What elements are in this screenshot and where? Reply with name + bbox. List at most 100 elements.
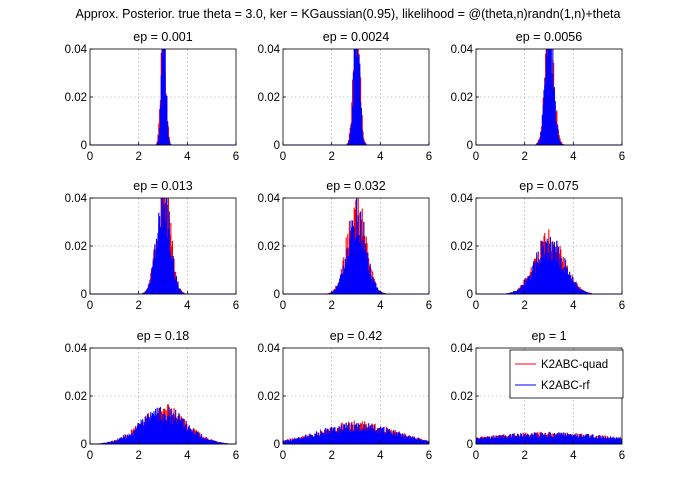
bar-rf [508, 434, 511, 444]
bar-rf [360, 108, 362, 145]
bar-rf [383, 426, 385, 444]
bar-rf [360, 246, 362, 294]
bar-rf [354, 431, 356, 444]
bar-rf [191, 431, 194, 444]
bar-rf [595, 436, 597, 444]
bar-rf [110, 440, 112, 444]
bar-rf [355, 424, 357, 444]
bar-rf [499, 435, 501, 444]
bar-rf [162, 413, 164, 444]
bar-rf [368, 274, 371, 294]
bar-rf [171, 415, 173, 444]
bar-rf [322, 434, 324, 444]
y-tick-label: 0.02 [65, 92, 87, 104]
bar-rf [552, 437, 554, 444]
bar-rf [353, 49, 355, 145]
bar-rf [349, 430, 351, 444]
bar-rf [163, 204, 165, 294]
bar-rf [344, 268, 346, 294]
bar-rf [353, 424, 355, 444]
bar-rf [520, 287, 522, 294]
bar-rf [577, 433, 579, 444]
bar-rf [493, 437, 495, 444]
subplot-1: 0 2 4 6 0 0.02 0.04 ep = 0.001 [65, 30, 240, 163]
bar-rf [401, 433, 403, 444]
bar-rf [223, 442, 225, 444]
bar-rf [149, 420, 151, 444]
bar-rf [172, 413, 174, 444]
bar-rf [135, 428, 137, 444]
y-tick-label: 0.02 [258, 241, 280, 253]
bar-rf [173, 417, 175, 444]
bar-rf [361, 129, 363, 145]
bar-rf [402, 437, 404, 444]
bar-rf [560, 256, 562, 294]
bar-rf [423, 439, 425, 444]
bar-rf [539, 437, 541, 444]
bar-quad [561, 142, 563, 145]
bar-rf [541, 114, 543, 145]
bar-rf [161, 228, 163, 294]
bar-rf [550, 435, 552, 444]
bar-rf [553, 432, 555, 444]
bar-rf [111, 441, 113, 444]
bar-rf [298, 437, 300, 444]
bar-rf [125, 434, 127, 444]
bar-rf [541, 240, 543, 294]
bar-rf [192, 428, 194, 444]
bar-rf [153, 252, 155, 294]
y-tick-label: 0.02 [258, 92, 280, 104]
bar-rf [554, 101, 556, 145]
bar-rf [477, 437, 479, 444]
bar-rf [585, 291, 587, 294]
bar-rf [539, 262, 541, 294]
bar-rf [349, 238, 351, 294]
bar-rf [491, 436, 493, 444]
bar-rf [102, 442, 104, 444]
bar-rf [516, 433, 519, 444]
bar-rf [324, 428, 326, 444]
bar-quad [170, 143, 172, 145]
bar-rf [167, 136, 169, 145]
bar-rf [143, 292, 145, 294]
bar-rf [584, 291, 586, 294]
bar-rf [559, 258, 561, 294]
bar-rf [210, 439, 212, 444]
bar-rf [511, 436, 513, 444]
bar-rf [364, 430, 367, 444]
subplot-8: 0 2 4 6 0 0.02 0.04 ep = 0.42 [258, 329, 433, 462]
bar-rf [578, 289, 580, 294]
bar-rf [381, 292, 383, 294]
bar-rf [594, 437, 596, 444]
bar-rf [618, 437, 621, 444]
bar-rf [348, 142, 350, 145]
bar-rf [164, 415, 166, 444]
bar-rf [583, 291, 585, 294]
x-tick-label: 4 [377, 300, 384, 312]
bar-rf [540, 432, 542, 444]
bar-rf [331, 291, 334, 294]
bar-rf [555, 437, 557, 444]
x-tick-label: 0 [280, 151, 286, 163]
bar-rf [289, 439, 291, 444]
bar-rf [541, 433, 543, 444]
bar-rf [565, 268, 568, 294]
bar-rf [536, 252, 538, 294]
bar-rf [393, 430, 395, 444]
bar-rf [590, 435, 592, 444]
legend-label-rf: K2ABC-rf [541, 380, 590, 392]
bar-rf [535, 261, 537, 294]
bar-rf [569, 271, 571, 294]
bar-rf [148, 417, 150, 444]
bar-rf [537, 437, 539, 444]
bar-rf [137, 423, 139, 444]
bar-rf [106, 442, 108, 444]
bar-rf [564, 432, 566, 444]
bar-rf [528, 276, 531, 294]
bar-rf [389, 434, 391, 444]
bar-rf [495, 437, 497, 444]
bar-quad [364, 142, 367, 145]
bar-rf [549, 49, 551, 145]
bar-rf [136, 426, 138, 444]
bar-quad [155, 143, 157, 145]
